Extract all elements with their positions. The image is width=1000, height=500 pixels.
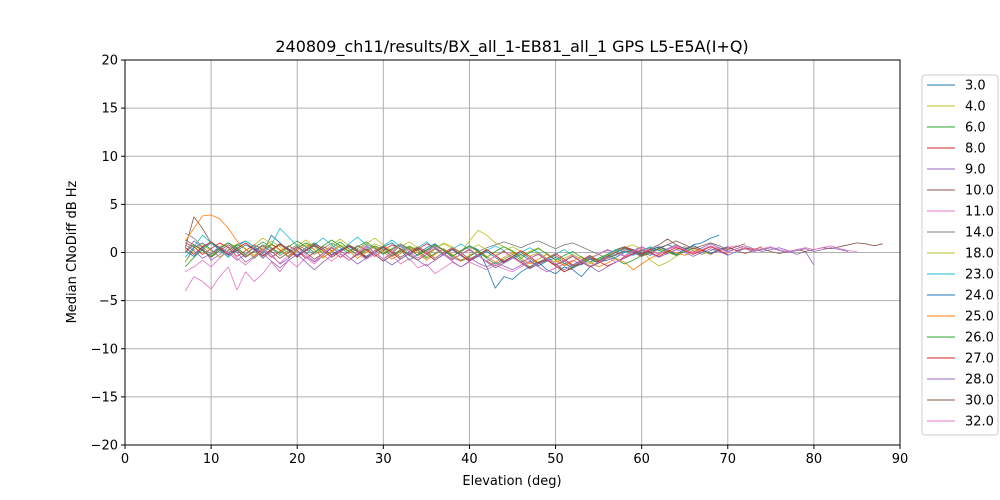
x-tick-label: 70 — [720, 452, 737, 467]
y-tick-label: −15 — [91, 390, 118, 405]
x-tick-label: 10 — [203, 452, 220, 467]
y-tick-label: 20 — [101, 54, 118, 69]
legend-label: 25.0 — [965, 310, 994, 325]
series-line — [185, 239, 694, 265]
series-line — [185, 244, 737, 273]
legend-frame — [921, 74, 999, 436]
y-tick-label: 5 — [110, 198, 118, 213]
x-tick-label: 50 — [547, 452, 564, 467]
series-line — [184, 227, 668, 262]
legend-label: 26.0 — [965, 331, 994, 346]
x-tick-label: 80 — [806, 452, 823, 467]
y-tick-label: −10 — [91, 342, 118, 357]
y-tick-label: 0 — [110, 246, 118, 261]
legend-label: 9.0 — [965, 163, 986, 178]
y-tick-label: −20 — [91, 439, 118, 454]
legend-label: 8.0 — [965, 142, 986, 157]
x-tick-label: 90 — [892, 452, 909, 467]
legend-label: 11.0 — [965, 205, 994, 220]
y-axis-label: Median CNoDiff dB Hz — [65, 180, 80, 323]
legend-label: 10.0 — [965, 184, 994, 199]
legend-label: 24.0 — [965, 289, 994, 304]
y-tick-label: 15 — [101, 102, 118, 117]
legend-label: 32.0 — [965, 415, 994, 430]
legend-label: 4.0 — [965, 100, 986, 115]
legend-label: 28.0 — [965, 373, 994, 388]
y-tick-label: −5 — [99, 294, 118, 309]
legend-label: 3.0 — [965, 79, 986, 94]
legend-label: 30.0 — [965, 394, 994, 409]
x-axis-label: Elevation (deg) — [462, 474, 561, 489]
x-tick-label: 40 — [461, 452, 478, 467]
y-tick-label: 10 — [101, 150, 118, 165]
x-axis: 0 10 20 30 40 50 60 70 80 90 — [121, 445, 908, 467]
plot-area — [184, 214, 883, 292]
legend-label: 23.0 — [965, 268, 994, 283]
x-tick-label: 0 — [121, 452, 129, 467]
series-line — [184, 214, 703, 271]
legend-label: 6.0 — [965, 121, 986, 136]
y-axis: −20 −15 −10 −5 0 5 10 15 20 — [91, 54, 125, 454]
x-tick-label: 30 — [375, 452, 392, 467]
legend-label: 27.0 — [965, 352, 994, 367]
legend: 3.0 4.0 6.0 8.0 9.0 10.0 11.0 14.0 18.0 23.0 24.0 2… — [921, 74, 999, 436]
x-tick-label: 20 — [289, 452, 306, 467]
x-tick-label: 60 — [633, 452, 650, 467]
legend-label: 18.0 — [965, 247, 994, 262]
legend-label: 14.0 — [965, 226, 994, 241]
series-line — [185, 241, 728, 267]
chart-title: 240809_ch11/results/BX_all_1-EB81_all_1 … — [275, 37, 748, 57]
series-line — [184, 240, 815, 273]
